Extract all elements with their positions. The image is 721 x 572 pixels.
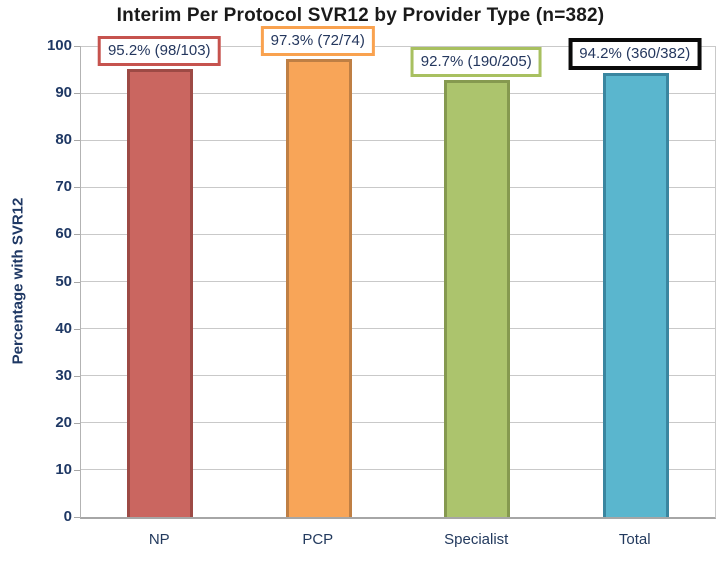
y-tick-label-30: 30	[55, 366, 72, 384]
gridline-90	[81, 92, 715, 94]
gridline-60	[81, 233, 715, 235]
bar-pcp	[285, 58, 352, 517]
y-tick-mark-50	[74, 281, 80, 283]
y-tick-mark-60	[74, 234, 80, 236]
bar-value-label-total: 94.2% (360/382)	[568, 38, 702, 71]
y-tick-mark-70	[74, 187, 80, 189]
y-axis-title: Percentage with SVR12	[9, 197, 27, 365]
y-tick-label-40: 40	[55, 319, 72, 337]
gridline-100	[81, 45, 715, 47]
bar-np	[127, 68, 194, 517]
y-tick-label-0: 0	[63, 508, 72, 525]
plot-area	[80, 45, 716, 519]
gridline-40	[81, 328, 715, 330]
gridline-80	[81, 139, 715, 141]
y-tick-label-10: 10	[55, 460, 72, 478]
gridline-50	[81, 281, 715, 282]
gridline-20	[81, 422, 715, 424]
y-tick-mark-20	[74, 422, 80, 424]
y-tick-label-60: 60	[55, 225, 72, 243]
y-tick-label-50: 50	[55, 272, 72, 290]
y-tick-mark-40	[74, 328, 80, 330]
y-tick-mark-30	[74, 375, 80, 377]
bar-specialist	[444, 80, 511, 517]
y-tick-mark-90	[74, 93, 80, 95]
y-tick-label-80: 80	[55, 131, 72, 149]
bar-total	[602, 73, 669, 517]
x-category-label-pcp: PCP	[302, 531, 334, 548]
bar-value-label-pcp: 97.3% (72/74)	[260, 25, 375, 56]
x-category-label-total: Total	[618, 531, 651, 548]
y-tick-mark-0	[74, 517, 80, 518]
y-tick-label-20: 20	[55, 413, 72, 431]
gridline-10	[81, 469, 715, 471]
x-category-label-np: NP	[148, 531, 170, 548]
y-tick-label-70: 70	[55, 178, 72, 196]
bar-value-label-specialist: 92.7% (190/205)	[410, 47, 542, 78]
gridline-30	[81, 375, 715, 377]
y-tick-label-100: 100	[46, 37, 72, 54]
y-tick-mark-100	[74, 46, 80, 47]
y-tick-mark-10	[74, 469, 80, 471]
gridline-70	[81, 186, 715, 188]
y-tick-label-90: 90	[55, 84, 72, 102]
bar-value-label-np: 95.2% (98/103)	[97, 35, 221, 66]
chart-title: Interim Per Protocol SVR12 by Provider T…	[116, 5, 605, 26]
x-category-label-specialist: Specialist	[444, 531, 509, 548]
y-tick-mark-80	[74, 140, 80, 142]
